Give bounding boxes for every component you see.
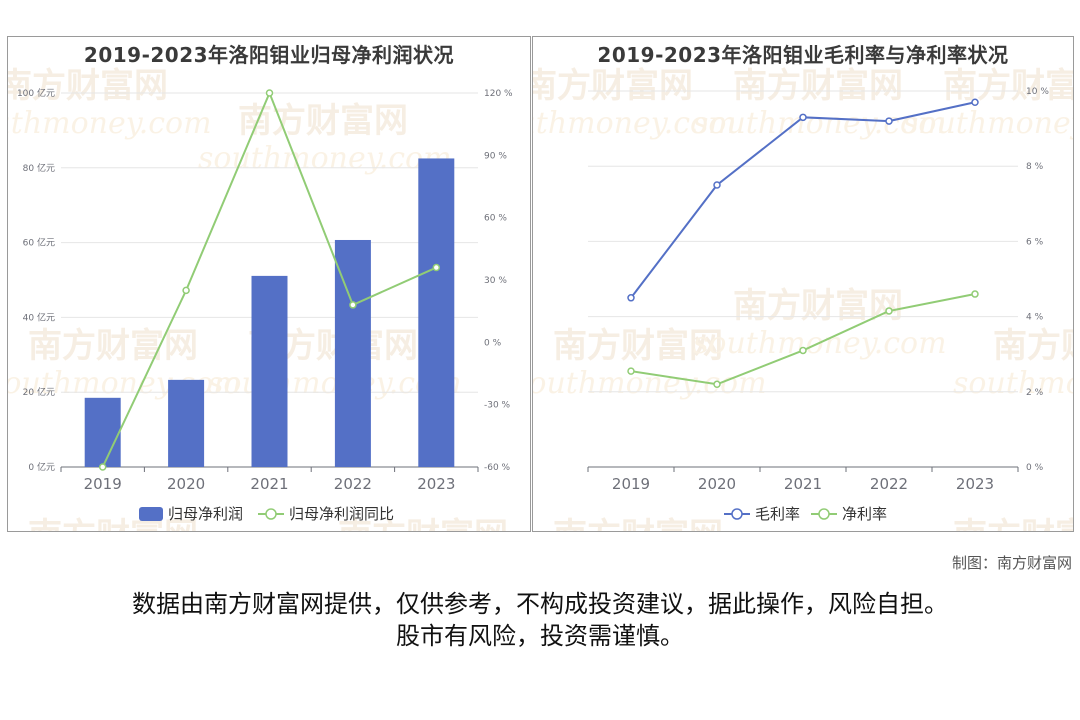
bar: [84, 397, 121, 467]
watermark-cn: 南方财富网: [338, 516, 508, 531]
y-left-tick-label: 100 亿元: [17, 87, 55, 99]
chart-title: 2019-2023年洛阳钼业毛利率与净利率状况: [597, 43, 1009, 67]
y-left-tick-label: 60 亿元: [23, 237, 55, 249]
watermark-en: southmoney.com: [903, 106, 1073, 141]
watermark-cn: 南方财富网: [733, 286, 903, 326]
legend-marker: [265, 508, 277, 520]
gross-margin-point: [971, 98, 979, 107]
disclaimer-line-2: 股市有风险，投资需谨慎。: [396, 622, 684, 650]
net-margin-point: [627, 367, 635, 375]
x-tick-label: 2019: [84, 475, 122, 493]
y-left-tick-label: 80 亿元: [23, 162, 55, 174]
gross-margin-point: [799, 113, 807, 122]
watermark-layer: 南方财富网southmoney.com南方财富网southmoney.com南方…: [533, 66, 1073, 531]
y-right-tick-label: 120 %: [484, 89, 513, 99]
y-right-tick-label: 0 %: [484, 338, 502, 348]
yoy-point: [349, 301, 357, 309]
watermark-en: southmoney.com: [533, 106, 737, 141]
gross-margin-point: [885, 117, 893, 125]
x-tick-label: 2023: [417, 475, 455, 493]
watermark-cn: 南方财富网: [943, 66, 1073, 106]
yoy-point: [182, 286, 190, 295]
legend-marker: [731, 508, 743, 520]
watermark-cn: 南方财富网: [733, 66, 903, 106]
legend-label: 归母净利润: [168, 505, 243, 523]
gross-margin-point: [627, 294, 635, 302]
y-right-tick-label: -30 %: [484, 401, 511, 411]
watermark-cn: 南方财富网: [553, 326, 723, 366]
legend-label: 净利率: [842, 505, 887, 523]
y-right-tick-label: 90 %: [484, 151, 507, 161]
watermark-en: southmoney.com: [198, 141, 452, 176]
gross-margin-point: [713, 181, 721, 189]
chart-title: 2019-2023年洛阳钼业归母净利润状况: [83, 43, 455, 67]
y-right-tick-label: 6 %: [1026, 237, 1044, 247]
net-profit-chart: 南方财富网southmoney.com南方财富网southmoney.com南方…: [8, 66, 513, 531]
watermark-cn: 南方财富网: [8, 66, 168, 106]
x-tick-label: 2020: [698, 475, 736, 493]
bar: [251, 275, 288, 467]
bar: [418, 158, 455, 467]
y-right-tick-label: 30 %: [484, 276, 507, 286]
chart-panel-margins: 2019-2023年洛阳钼业毛利率与净利率状况 南方财富网southmoney.…: [532, 36, 1074, 532]
watermark-cn: 南方财富网: [238, 101, 408, 141]
watermark-cn: 南方财富网: [28, 326, 198, 366]
chart-credit: 制图：南方财富网: [951, 554, 1072, 572]
legend-marker: [818, 508, 830, 520]
y-left-tick-label: 0 亿元: [28, 461, 55, 473]
margin-chart: 南方财富网southmoney.com南方财富网southmoney.com南方…: [533, 66, 1073, 531]
y-left-tick-label: 20 亿元: [23, 386, 55, 398]
chart-panel-net-profit: 2019-2023年洛阳钼业归母净利润状况 南方财富网southmoney.co…: [7, 36, 531, 532]
net-margin-point: [713, 380, 721, 389]
watermark-en: southmoney.com: [533, 366, 767, 401]
y-right-tick-label: 2 %: [1026, 388, 1044, 398]
bar: [168, 379, 205, 467]
net-margin-point: [885, 307, 893, 315]
watermark-en: southmoney.com: [8, 106, 212, 141]
watermark-en: southmoney.com: [693, 106, 947, 141]
y-right-tick-label: 8 %: [1026, 162, 1044, 172]
yoy-point: [432, 263, 441, 272]
y-right-tick-label: 10 %: [1026, 87, 1049, 97]
y-right-tick-label: 60 %: [484, 214, 507, 224]
y-right-tick-label: -60 %: [484, 463, 511, 473]
net-margin-point: [971, 290, 979, 298]
x-tick-label: 2022: [870, 475, 908, 493]
x-tick-label: 2022: [334, 475, 372, 493]
watermark-en: southmoney.com: [953, 366, 1073, 401]
y-right-tick-label: 0 %: [1026, 463, 1044, 473]
x-tick-label: 2020: [167, 475, 205, 493]
legend-label: 毛利率: [755, 505, 800, 523]
yoy-point: [98, 463, 107, 471]
legend-swatch-bar: [139, 507, 163, 521]
x-tick-label: 2021: [784, 475, 822, 493]
watermark-cn: 南方财富网: [553, 516, 723, 531]
net-margin-point: [799, 346, 807, 355]
y-right-tick-label: 4 %: [1026, 313, 1044, 323]
watermark-cn: 南方财富网: [953, 516, 1073, 531]
bar: [334, 239, 371, 467]
disclaimer-line-1: 数据由南方财富网提供，仅供参考，不构成投资建议，据此操作，风险自担。: [132, 590, 948, 618]
y-left-tick-label: 40 亿元: [23, 311, 55, 323]
x-tick-label: 2021: [250, 475, 288, 493]
x-tick-label: 2023: [956, 475, 994, 493]
watermark-cn: 南方财富网: [533, 66, 693, 106]
yoy-point: [265, 89, 274, 97]
legend-label: 归母净利润同比: [289, 505, 394, 523]
watermark-cn: 南方财富网: [993, 326, 1073, 366]
x-tick-label: 2019: [612, 475, 650, 493]
